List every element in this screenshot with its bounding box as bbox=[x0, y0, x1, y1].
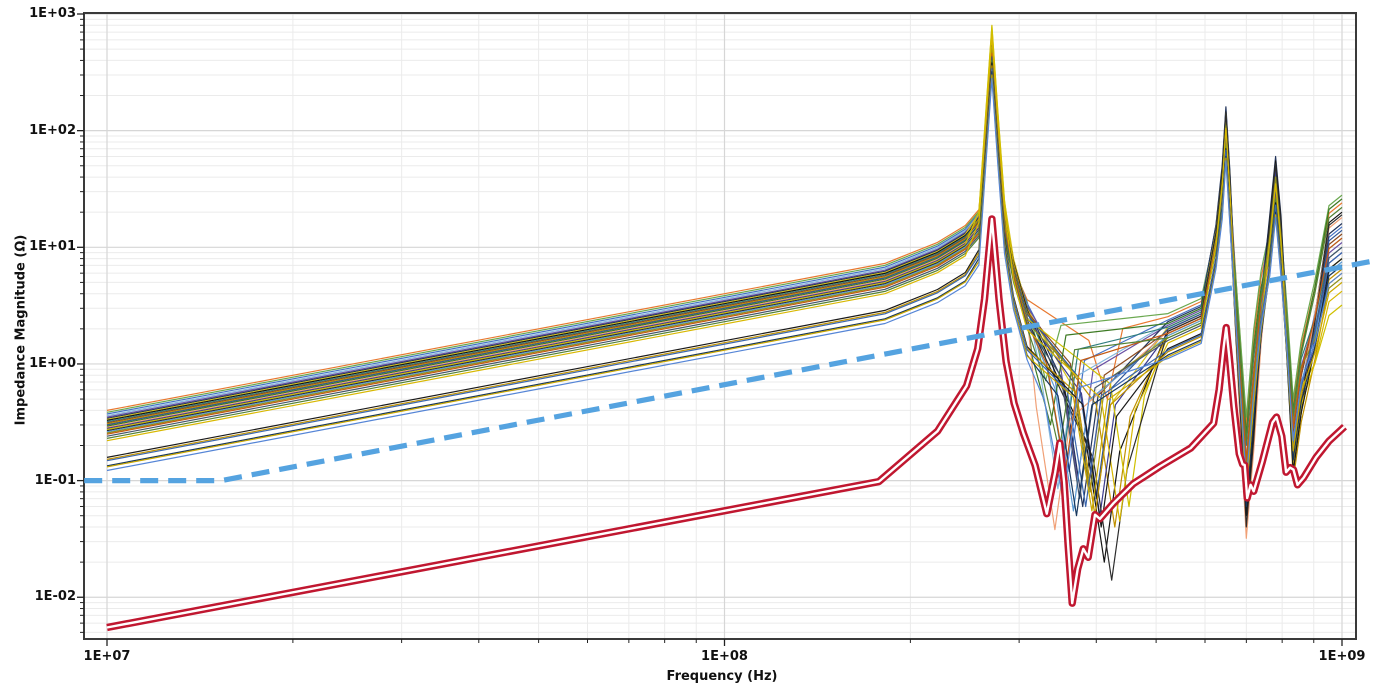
target-impedance-line[interactable] bbox=[84, 257, 1379, 484]
ensemble-curve[interactable] bbox=[106, 77, 1343, 500]
x-tick-label: 1E+09 bbox=[1318, 649, 1366, 664]
y-tick-label: 1E+02 bbox=[29, 122, 76, 138]
y-tick-label: 1E+00 bbox=[29, 355, 76, 371]
ensemble-curves bbox=[106, 24, 1343, 581]
tick-marks bbox=[77, 13, 1343, 646]
y-tick-label: 1E-02 bbox=[34, 589, 76, 605]
y-axis-title: Impedance Magnitude (Ω) bbox=[13, 234, 29, 426]
x-axis-title: Frequency (Hz) bbox=[666, 669, 778, 684]
selected-curve-core bbox=[106, 217, 1346, 629]
y-tick-label: 1E+01 bbox=[29, 239, 76, 255]
y-tick-label: 1E+03 bbox=[29, 6, 76, 21]
x-tick-label: 1E+08 bbox=[701, 649, 748, 664]
plot-border bbox=[83, 12, 1357, 640]
y-tick-label: 1E-01 bbox=[34, 472, 76, 488]
grid-minor bbox=[84, 13, 1356, 639]
grid-major bbox=[84, 13, 1356, 639]
x-tick-label: 1E+07 bbox=[83, 649, 131, 664]
